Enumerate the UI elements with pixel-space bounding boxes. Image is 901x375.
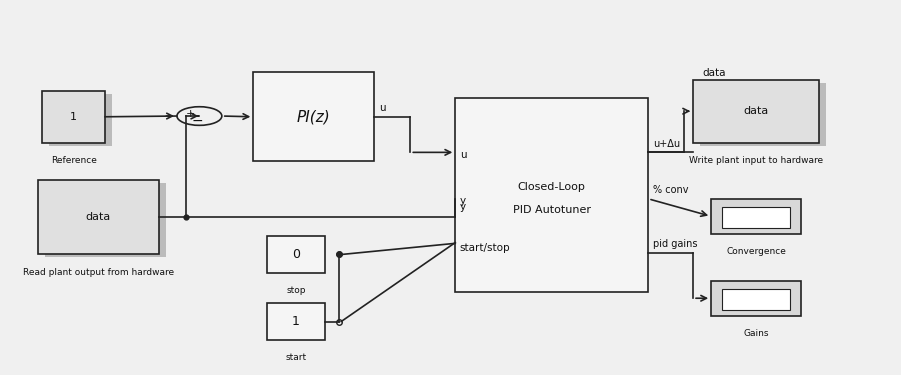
- Text: Reference: Reference: [50, 156, 96, 165]
- Text: Convergence: Convergence: [726, 247, 786, 256]
- Text: −: −: [192, 114, 204, 128]
- FancyBboxPatch shape: [45, 183, 166, 258]
- FancyBboxPatch shape: [267, 236, 325, 273]
- FancyBboxPatch shape: [38, 180, 159, 255]
- Text: data: data: [743, 106, 769, 116]
- Text: +: +: [186, 109, 196, 119]
- Text: PID Autotuner: PID Autotuner: [513, 205, 591, 215]
- Text: start: start: [286, 353, 306, 362]
- FancyBboxPatch shape: [455, 98, 648, 292]
- Text: pid gains: pid gains: [652, 239, 697, 249]
- Text: data: data: [702, 68, 725, 78]
- Text: Gains: Gains: [743, 329, 769, 338]
- Text: stop: stop: [287, 286, 305, 295]
- Text: 1: 1: [292, 315, 300, 328]
- FancyBboxPatch shape: [700, 82, 826, 146]
- Text: Write plant input to hardware: Write plant input to hardware: [689, 156, 823, 165]
- Text: 1: 1: [70, 112, 77, 122]
- Text: y: y: [460, 196, 466, 206]
- FancyBboxPatch shape: [253, 72, 375, 162]
- Text: y: y: [460, 202, 466, 212]
- FancyBboxPatch shape: [722, 289, 790, 310]
- Text: PI(z): PI(z): [297, 109, 331, 124]
- FancyBboxPatch shape: [267, 303, 325, 340]
- FancyBboxPatch shape: [722, 207, 790, 228]
- Text: Closed-Loop: Closed-Loop: [518, 183, 586, 192]
- FancyBboxPatch shape: [50, 94, 113, 146]
- Text: data: data: [86, 212, 111, 222]
- FancyBboxPatch shape: [711, 199, 801, 234]
- Text: u: u: [460, 150, 467, 160]
- FancyBboxPatch shape: [693, 80, 819, 143]
- FancyBboxPatch shape: [711, 280, 801, 316]
- Text: % conv: % conv: [652, 185, 688, 195]
- Text: u+Δu: u+Δu: [652, 139, 680, 149]
- Text: u: u: [379, 103, 386, 113]
- FancyBboxPatch shape: [42, 91, 105, 143]
- Text: start/stop: start/stop: [460, 243, 510, 253]
- Text: 0: 0: [292, 248, 300, 261]
- Text: Read plant output from hardware: Read plant output from hardware: [23, 267, 174, 276]
